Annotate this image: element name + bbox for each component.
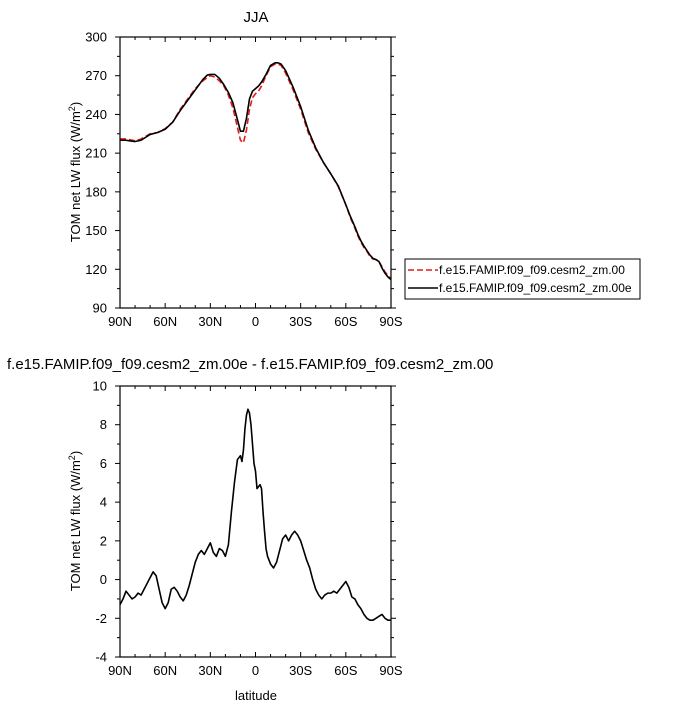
bottom-panel-ylabel: TOM net LW flux (W/m2): [67, 451, 83, 591]
y-tick-label: -2: [95, 611, 107, 626]
top-panel-title: JJA: [243, 9, 268, 26]
y-tick-label: -4: [95, 650, 107, 665]
x-tick-label: 30S: [289, 314, 312, 329]
y-tick-label: 120: [85, 262, 107, 277]
y-tick-label: 180: [85, 184, 107, 199]
x-tick-label: 60S: [334, 663, 357, 678]
y-tick-label: 300: [85, 30, 107, 45]
y-tick-label: 0: [100, 572, 107, 587]
x-tick-label: 60N: [153, 663, 177, 678]
y-tick-label: 270: [85, 68, 107, 83]
x-tick-label: 30N: [198, 314, 222, 329]
bottom-panel-frame: [119, 385, 392, 658]
legend-box: [404, 258, 641, 300]
bottom-panel: f.e15.FAMIP.f09_f09.cesm2_zm.00e - f.e15…: [7, 356, 493, 703]
bottom-panel-series-line-1: [119, 408, 391, 622]
x-tick-label: 60N: [153, 314, 177, 329]
bottom-panel-series: [119, 408, 391, 622]
top-panel-series-line-2: [120, 62, 392, 281]
x-tick-label: 30S: [289, 663, 312, 678]
x-tick-label: 0: [252, 663, 259, 678]
top-panel-frame: [119, 36, 392, 309]
x-tick-label: 90S: [379, 663, 402, 678]
top-panel-series: [120, 62, 392, 281]
x-tick-label: 90N: [108, 314, 132, 329]
x-tick-label: 30N: [198, 663, 222, 678]
bottom-panel-title: f.e15.FAMIP.f09_f09.cesm2_zm.00e - f.e15…: [7, 356, 493, 373]
y-tick-label: 240: [85, 107, 107, 122]
y-tick-label: 10: [93, 379, 107, 394]
y-tick-label: 90: [93, 301, 107, 316]
x-tick-label: 60S: [334, 314, 357, 329]
legend: f.e15.FAMIP.f09_f09.cesm2_zm.00 f.e15.FA…: [404, 258, 641, 300]
top-panel-axes: 90N 60N 30N 0 30S 60S 90S 90 120 150 180 210 240 270 3…: [85, 30, 403, 330]
top-panel-ylabel: TOM net LW flux (W/m2): [67, 102, 83, 242]
y-tick-label: 6: [100, 456, 107, 471]
y-tick-label: 2: [100, 533, 107, 548]
x-tick-label: 90N: [108, 663, 132, 678]
y-tick-label: 210: [85, 146, 107, 161]
y-tick-label: 150: [85, 223, 107, 238]
top-panel: JJA 90N 60N 30N 0 30S 60S 90S 90 120 150 180 210 240…: [67, 9, 641, 330]
bottom-panel-axes: 90N 60N 30N 0 30S 60S 90S -4 -2 0 2 4 6 8 10: [93, 379, 403, 679]
y-tick-label: 4: [100, 495, 107, 510]
legend-label-series-1: f.e15.FAMIP.f09_f09.cesm2_zm.00: [439, 263, 625, 277]
x-tick-label: 0: [252, 314, 259, 329]
bottom-panel-xlabel: latitude: [235, 688, 277, 703]
y-tick-label: 8: [100, 417, 107, 432]
top-panel-series-line-1: [120, 63, 392, 279]
legend-label-series-2: f.e15.FAMIP.f09_f09.cesm2_zm.00e: [439, 281, 632, 295]
x-tick-label: 90S: [379, 314, 402, 329]
